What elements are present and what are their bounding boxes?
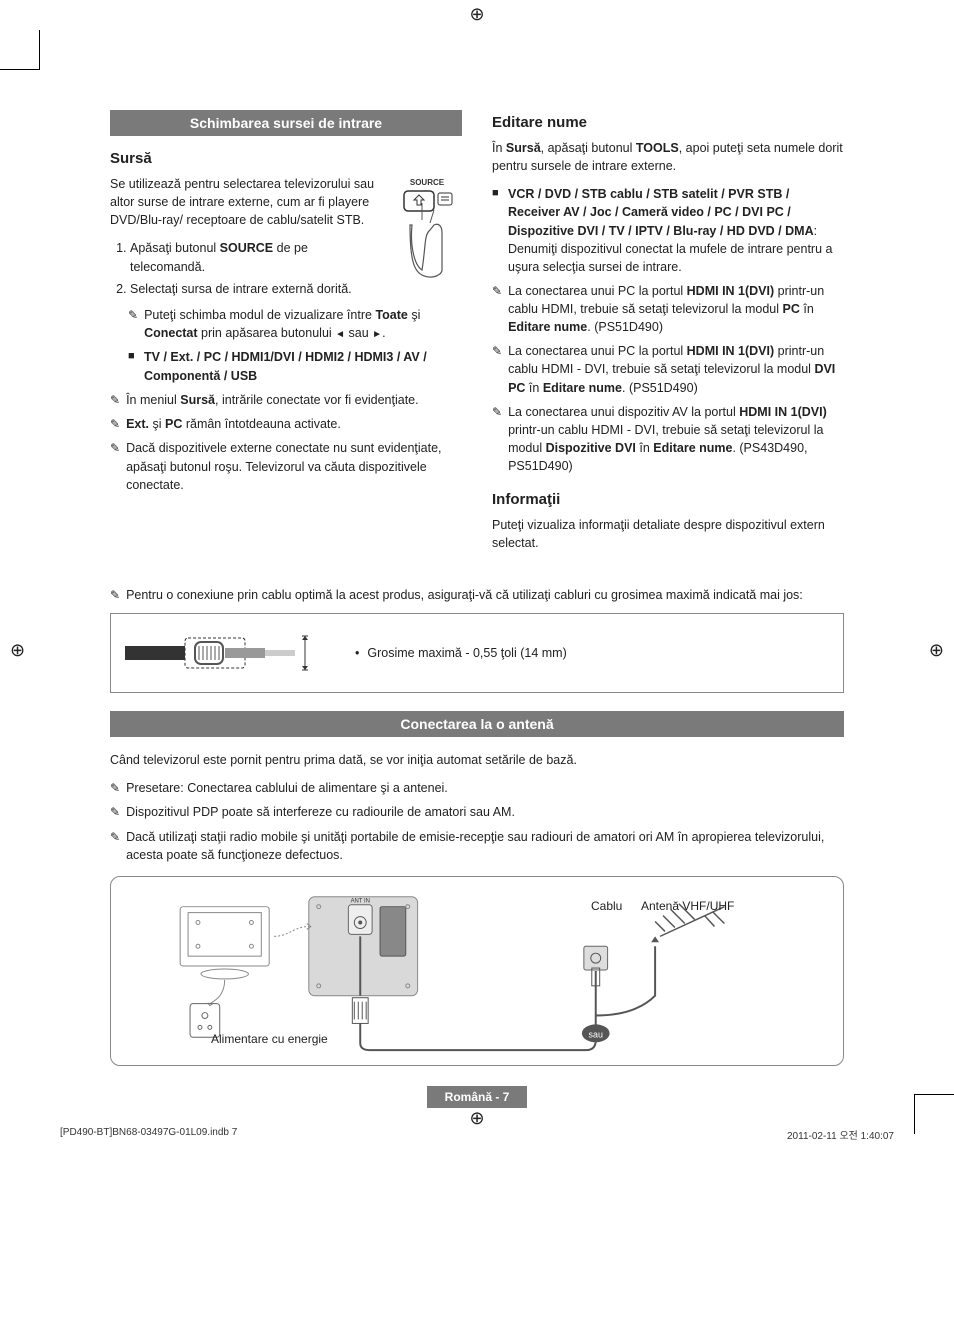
page-number: Română - 7 (110, 1090, 844, 1104)
source-remote-icon: SOURCE (392, 175, 462, 295)
source-label: SOURCE (410, 178, 445, 187)
square-list: TV / Ext. / PC / HDMI1/DVI / HDMI2 / HDM… (110, 348, 462, 384)
label-antenna: Antenă VHF/UHF (641, 899, 734, 913)
note-icon (492, 282, 502, 336)
note: La conectarea unui PC la portul HDMI IN … (492, 282, 844, 336)
note: Dacă dispozitivele externe conectate nu … (110, 439, 462, 493)
indb-filename: [PD490-BT]BN68-03497G-01L09.indb 7 (60, 1127, 237, 1142)
note-icon (110, 803, 120, 821)
paragraph: Puteţi vizualiza informaţii detaliate de… (492, 516, 844, 552)
note-icon (110, 779, 120, 797)
paragraph: În Sursă, apăsaţi butonul TOOLS, apoi pu… (492, 139, 844, 175)
registration-mark-icon: ⊕ (10, 640, 25, 661)
note-icon (110, 415, 120, 433)
crop-mark (914, 1094, 954, 1134)
note: Puteţi schimba modul de vizualizare într… (110, 306, 462, 343)
label-cable: Cablu (591, 899, 622, 913)
section-header-antenna: Conectarea la o antenă (110, 711, 844, 737)
registration-mark-icon: ⊕ (929, 640, 944, 661)
note-icon (110, 586, 120, 604)
registration-mark-icon: ⊕ (469, 4, 484, 25)
note-icon (128, 306, 138, 343)
cable-connector-icon (125, 628, 315, 678)
section-header-source: Schimbarea sursei de intrare (110, 110, 462, 136)
list-item: TV / Ext. / PC / HDMI1/DVI / HDMI2 / HDM… (128, 348, 462, 384)
note-icon (110, 391, 120, 409)
note: Pentru o conexiune prin cablu optimă la … (110, 586, 844, 604)
list-item: VCR / DVD / STB cablu / STB satelit / PV… (492, 185, 844, 276)
note-icon (492, 342, 502, 396)
note: Dispozitivul PDP poate să interfereze cu… (110, 803, 844, 821)
registration-mark-icon: ⊕ (469, 1108, 484, 1129)
triangle-right-icon (372, 326, 382, 340)
paragraph: Când televizorul este pornit pentru prim… (110, 751, 844, 769)
svg-text:sau: sau (589, 1029, 603, 1039)
antenna-diagram: ANT IN (110, 876, 844, 1066)
note: Ext. şi PC rămân întotdeauna activate. (110, 415, 462, 433)
heading-informatii: Informaţii (492, 491, 844, 508)
note: La conectarea unui PC la portul HDMI IN … (492, 342, 844, 396)
print-timestamp: 2011-02-11 오전 1:40:07 (787, 1127, 894, 1142)
note: La conectarea unui dispozitiv AV la port… (492, 403, 844, 476)
note: În meniul Sursă, intrările conectate vor… (110, 391, 462, 409)
note-icon (110, 828, 120, 864)
note-icon (110, 439, 120, 493)
label-power: Alimentare cu energie (211, 1032, 328, 1046)
crop-mark (0, 30, 40, 70)
heading-sursa: Sursă (110, 150, 462, 167)
thickness-text: Grosime maximă - 0,55 ţoli (14 mm) (355, 646, 567, 660)
note-icon (492, 403, 502, 476)
print-footer: [PD490-BT]BN68-03497G-01L09.indb 7 2011-… (60, 1127, 894, 1142)
square-list: VCR / DVD / STB cablu / STB satelit / PV… (492, 185, 844, 276)
note: Presetare: Conectarea cablului de alimen… (110, 779, 844, 797)
triangle-left-icon (335, 326, 345, 340)
svg-text:ANT IN: ANT IN (351, 899, 370, 905)
cable-thickness-box: Grosime maximă - 0,55 ţoli (14 mm) (110, 613, 844, 693)
heading-editare: Editare nume (492, 114, 844, 131)
note: Dacă utilizaţi staţii radio mobile şi un… (110, 828, 844, 864)
